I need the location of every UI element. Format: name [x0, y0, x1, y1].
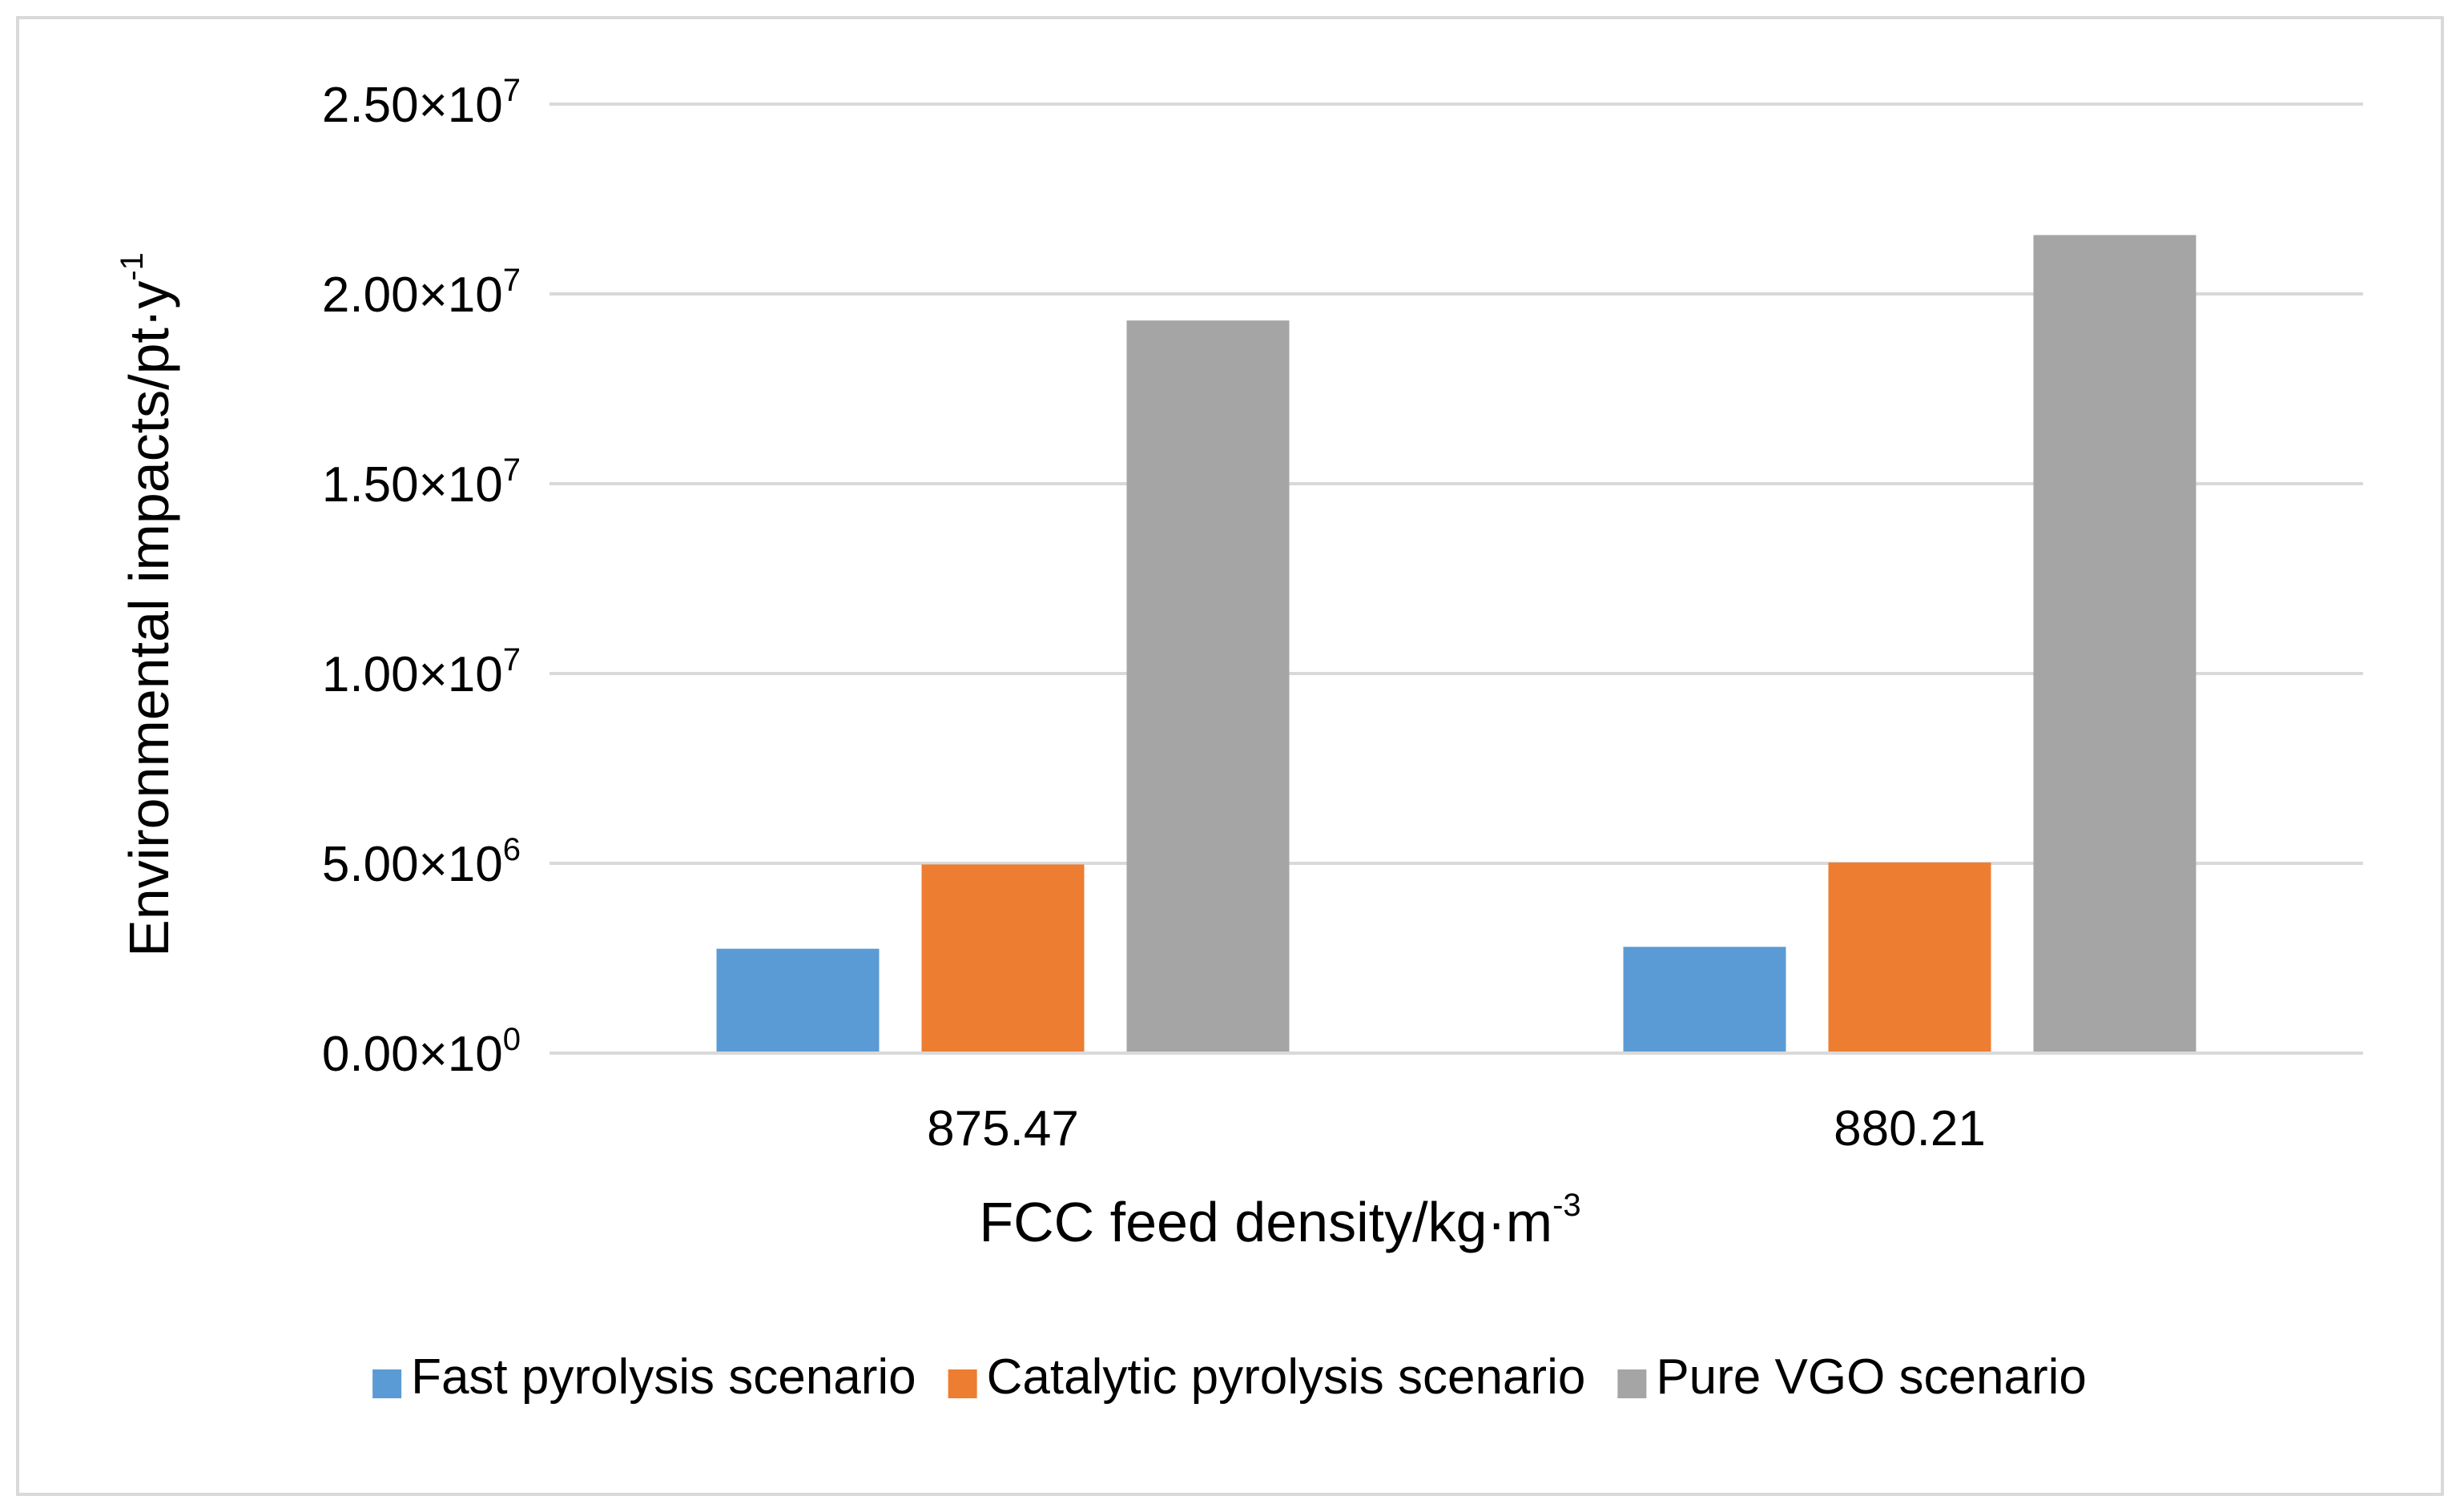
legend-swatch [948, 1369, 977, 1398]
bar-2-2 [1828, 863, 1991, 1053]
x-tick-label: 880.21 [1834, 1101, 1986, 1156]
y-axis-tick-labels: 0.00×100 5.00×106 1.00×107 1.50×107 2.00×107… [322, 73, 521, 1082]
bar-2-1 [1623, 947, 1786, 1053]
x-axis-title: FCC feed density/kg·m-3 [979, 1188, 1580, 1253]
legend-label: Fast pyrolysis scenario [411, 1349, 916, 1405]
legend-label: Catalytic pyrolysis scenario [987, 1349, 1586, 1405]
legend: Fast pyrolysis scenario Catalytic pyrolys… [372, 1349, 2087, 1405]
y-tick-label: 2.50×107 [322, 73, 521, 133]
bar-1-2 [921, 864, 1085, 1053]
legend-item: Pure VGO scenario [1617, 1349, 2087, 1405]
legend-item: Fast pyrolysis scenario [372, 1349, 916, 1405]
bar-1-3 [1126, 320, 1290, 1053]
y-tick-label: 1.50×107 [322, 452, 521, 513]
legend-swatch [1617, 1369, 1647, 1398]
x-tick-label: 875.47 [927, 1101, 1079, 1156]
bar-2-3 [2033, 235, 2196, 1053]
y-axis-title: Environmental impacts/pt·y-1 [115, 252, 180, 957]
y-tick-label: 0.00×100 [322, 1022, 521, 1082]
legend-item: Catalytic pyrolysis scenario [948, 1349, 1586, 1405]
y-tick-label: 2.00×107 [322, 263, 521, 323]
bar-1-1 [716, 948, 880, 1053]
legend-label: Pure VGO scenario [1656, 1349, 2087, 1405]
legend-swatch [372, 1369, 402, 1398]
x-axis-tick-labels: 875.47 880.21 [927, 1101, 1986, 1156]
bars [550, 235, 2363, 1055]
y-tick-label: 5.00×106 [322, 832, 521, 892]
y-tick-label: 1.00×107 [322, 642, 521, 702]
